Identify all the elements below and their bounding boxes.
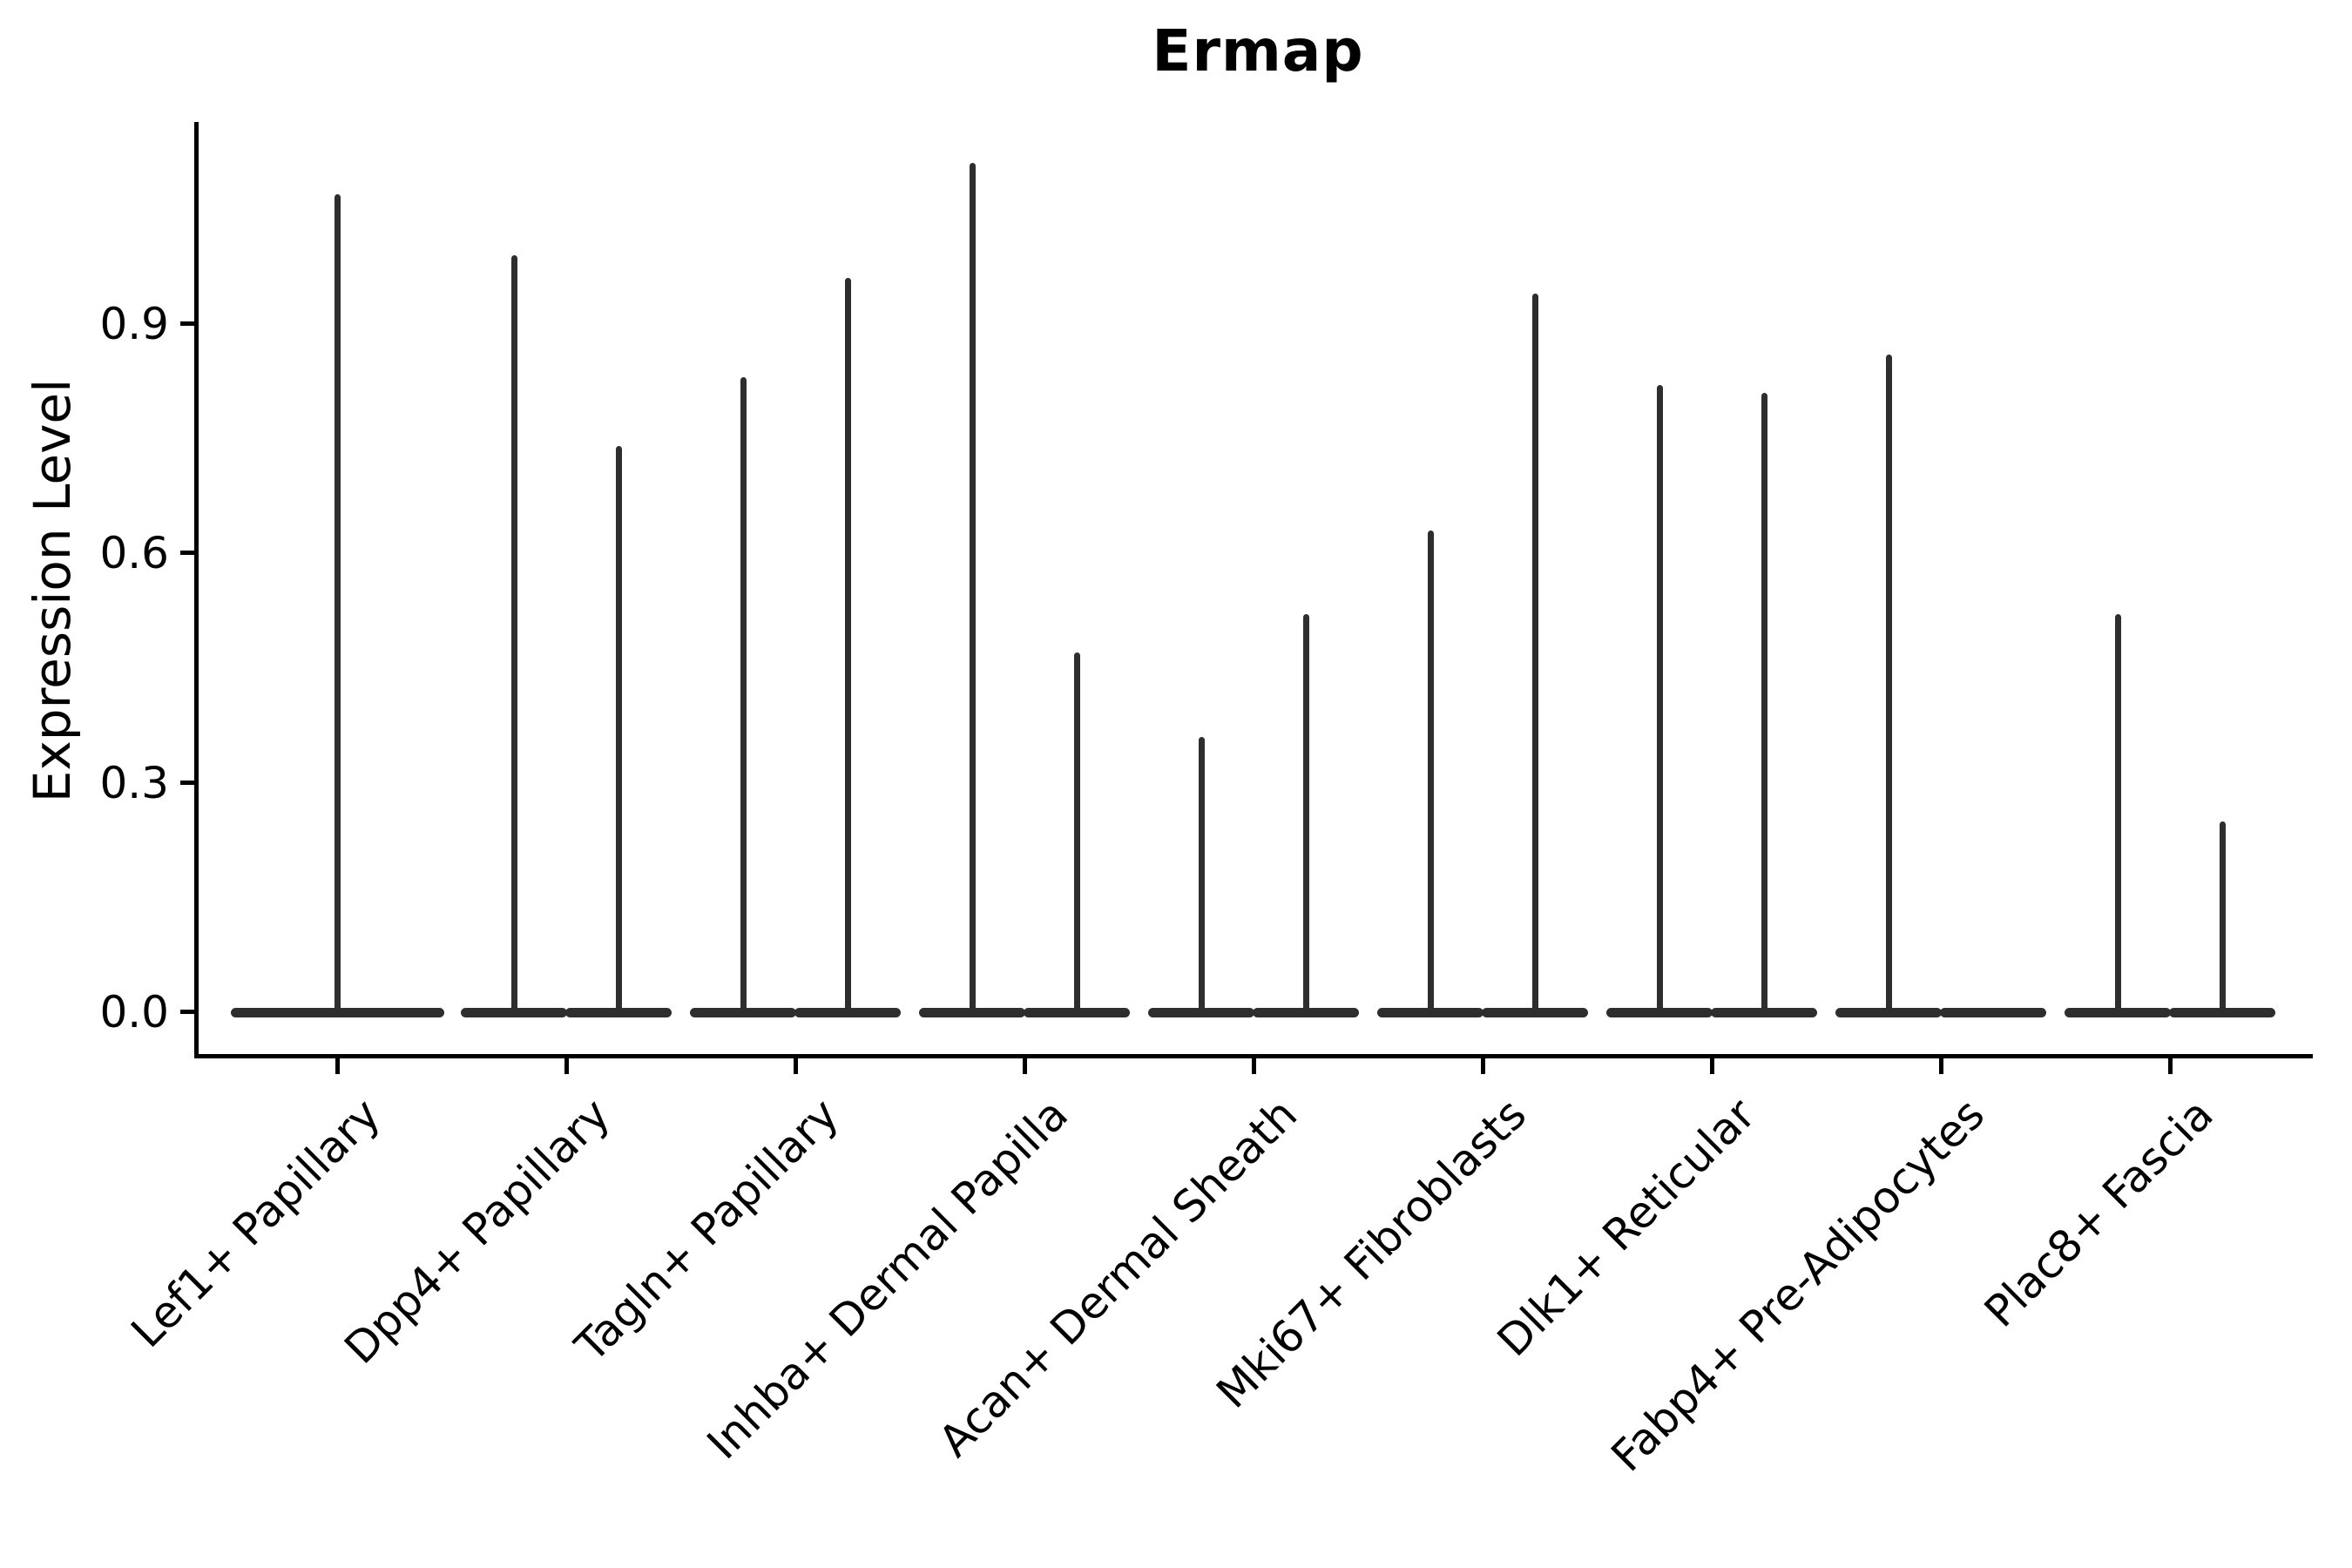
violin-spike	[1073, 652, 1080, 1012]
violin-spike	[334, 193, 341, 1012]
x-tick-label: Lef1+ Papillary	[121, 1089, 391, 1358]
y-tick	[180, 1010, 194, 1014]
y-axis-label-box: Expression Level	[0, 122, 105, 1058]
x-tick	[1252, 1055, 1256, 1074]
x-tick	[564, 1055, 569, 1074]
violin-spike	[1885, 354, 1892, 1012]
x-tick	[335, 1055, 340, 1074]
x-tick-label: Fabp4+ Pre-Adipocytes	[1601, 1089, 1995, 1482]
violin-spike	[2114, 614, 2121, 1012]
violin-base	[1253, 1007, 1359, 1017]
violin-spike	[969, 163, 976, 1012]
violin-base	[1482, 1007, 1588, 1017]
violin-base	[2065, 1007, 2171, 1017]
violin-spike	[1198, 736, 1205, 1012]
violin-spike	[1761, 392, 1767, 1012]
violin-spike	[1427, 530, 1434, 1012]
x-tick	[1481, 1055, 1485, 1074]
x-tick	[1710, 1055, 1714, 1074]
violin-base	[1940, 1007, 2046, 1017]
violin-base	[230, 1007, 444, 1017]
y-axis-line	[194, 122, 199, 1058]
chart-title: Ermap	[1152, 17, 1364, 84]
x-tick	[794, 1055, 798, 1074]
violin-base	[1148, 1007, 1254, 1017]
x-tick-label: Plac8+ Fascia	[1975, 1089, 2224, 1337]
violin-base	[565, 1007, 672, 1017]
violin-spike	[615, 446, 622, 1012]
violin-spike	[1531, 293, 1538, 1012]
y-tick-label: 0.6	[99, 528, 169, 579]
violin-base	[1835, 1007, 1942, 1017]
violin-base	[1024, 1007, 1130, 1017]
x-tick	[1939, 1055, 1943, 1074]
x-tick	[2168, 1055, 2173, 1074]
violin-spike	[1656, 385, 1663, 1012]
violin-base	[1711, 1007, 1817, 1017]
y-tick-label: 0.0	[99, 987, 169, 1037]
x-tick	[1023, 1055, 1027, 1074]
y-tick	[180, 321, 194, 326]
violin-spike	[2219, 821, 2226, 1012]
violin-base	[461, 1007, 567, 1017]
violin-base	[1606, 1007, 1713, 1017]
violin-spike	[510, 254, 517, 1012]
violin-spike	[844, 278, 851, 1012]
violin-spike	[1302, 614, 1309, 1012]
y-tick	[180, 551, 194, 556]
violin-base	[919, 1007, 1025, 1017]
y-tick-label: 0.3	[99, 757, 169, 808]
violin-base	[794, 1007, 901, 1017]
violin-base	[690, 1007, 796, 1017]
violin-base	[1377, 1007, 1484, 1017]
y-axis-label: Expression Level	[23, 378, 82, 802]
violin-base	[2169, 1007, 2275, 1017]
y-tick	[180, 780, 194, 785]
y-tick-label: 0.9	[99, 298, 169, 349]
violin-spike	[740, 377, 747, 1012]
